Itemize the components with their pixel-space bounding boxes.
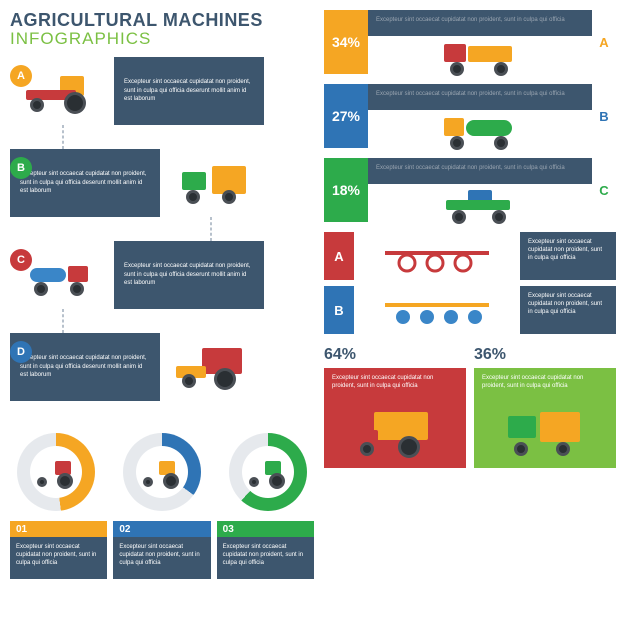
zigzag-row-a: Excepteur sint occaecat cupidatat non pr… xyxy=(10,57,264,125)
pct-letter: C xyxy=(592,158,616,222)
card-head: 01 xyxy=(10,521,107,537)
pct-row-a: 34% Excepteur sint occaecat cupidatat no… xyxy=(324,10,616,74)
connector xyxy=(62,309,64,333)
implement-row-b: B Excepteur sint occaecat cupidatat non … xyxy=(324,286,616,334)
connector xyxy=(210,217,212,241)
title: AGRICULTURAL MACHINES INFOGRAPHICS xyxy=(10,10,314,49)
pct-label: 27% xyxy=(324,84,368,148)
pct-row-b: 27% Excepteur sint occaecat cupidatat no… xyxy=(324,84,616,148)
left-column: AGRICULTURAL MACHINES INFOGRAPHICS Excep… xyxy=(0,0,320,626)
card-body: Excepteur sint occaecat cupidatat non pr… xyxy=(217,537,314,579)
donut-row xyxy=(10,433,314,511)
card-head: 02 xyxy=(113,521,210,537)
zigzag-row-b: Excepteur sint occaecat cupidatat non pr… xyxy=(10,149,264,217)
cultivator-icon xyxy=(354,286,520,334)
tanker-icon xyxy=(368,110,592,148)
card-01: 01 Excepteur sint occaecat cupidatat non… xyxy=(10,521,107,579)
impl-badge: A xyxy=(324,232,354,280)
zigzag-text-d: Excepteur sint occaecat cupidatat non pr… xyxy=(10,333,160,401)
cmp-text: Excepteur sint occaecat cupidatat non pr… xyxy=(474,368,616,396)
card-head: 03 xyxy=(217,521,314,537)
card-02: 02 Excepteur sint occaecat cupidatat non… xyxy=(113,521,210,579)
pct-label: 34% xyxy=(324,10,368,74)
pct-letter: B xyxy=(592,84,616,148)
cmp-pct: 64% xyxy=(324,346,466,364)
gauge-02 xyxy=(116,433,208,511)
zigzag-row-d: Excepteur sint occaecat cupidatat non pr… xyxy=(10,333,264,401)
donut-icon xyxy=(123,433,201,511)
cmp-text: Excepteur sint occaecat cupidatat non pr… xyxy=(324,368,466,396)
card-03: 03 Excepteur sint occaecat cupidatat non… xyxy=(217,521,314,579)
compare-row: 64% Excepteur sint occaecat cupidatat no… xyxy=(324,346,616,468)
loader-icon xyxy=(474,396,616,468)
plow-icon xyxy=(354,232,520,280)
title-line1: AGRICULTURAL MACHINES xyxy=(10,10,314,31)
numbered-cards: 01 Excepteur sint occaecat cupidatat non… xyxy=(10,521,314,579)
cmp-body: Excepteur sint occaecat cupidatat non pr… xyxy=(324,368,466,468)
badge-c: C xyxy=(10,249,32,271)
donut-icon xyxy=(17,433,95,511)
badge-a: A xyxy=(10,65,32,87)
compare-36: 36% Excepteur sint occaecat cupidatat no… xyxy=(474,346,616,468)
impl-badge: B xyxy=(324,286,354,334)
pct-letter: A xyxy=(592,10,616,74)
gauge-03 xyxy=(222,433,314,511)
zigzag-text-c: Excepteur sint occaecat cupidatat non pr… xyxy=(114,241,264,309)
badge-d: D xyxy=(10,341,32,363)
zigzag-text-a: Excepteur sint occaecat cupidatat non pr… xyxy=(114,57,264,125)
pickup-icon xyxy=(368,184,592,222)
zigzag-flow: Excepteur sint occaecat cupidatat non pr… xyxy=(10,57,314,427)
pct-row-c: 18% Excepteur sint occaecat cupidatat no… xyxy=(324,158,616,222)
cmp-body: Excepteur sint occaecat cupidatat non pr… xyxy=(474,368,616,468)
pct-text: Excepteur sint occaecat cupidatat non pr… xyxy=(368,158,592,184)
pct-label: 18% xyxy=(324,158,368,222)
implement-row-a: A Excepteur sint occaecat cupidatat non … xyxy=(324,232,616,280)
truck-icon xyxy=(368,36,592,74)
combine-icon xyxy=(160,333,264,401)
harvester-icon xyxy=(160,149,264,217)
cmp-pct: 36% xyxy=(474,346,616,364)
title-line2: INFOGRAPHICS xyxy=(10,29,314,49)
impl-text: Excepteur sint occaecat cupidatat non pr… xyxy=(520,286,616,334)
pct-text: Excepteur sint occaecat cupidatat non pr… xyxy=(368,84,592,110)
gauge-01 xyxy=(10,433,102,511)
combine-icon xyxy=(324,396,466,468)
card-body: Excepteur sint occaecat cupidatat non pr… xyxy=(113,537,210,579)
card-body: Excepteur sint occaecat cupidatat non pr… xyxy=(10,537,107,579)
connector xyxy=(62,125,64,149)
badge-b: B xyxy=(10,157,32,179)
zigzag-row-c: Excepteur sint occaecat cupidatat non pr… xyxy=(10,241,264,309)
impl-text: Excepteur sint occaecat cupidatat non pr… xyxy=(520,232,616,280)
right-column: 34% Excepteur sint occaecat cupidatat no… xyxy=(320,0,626,626)
compare-64: 64% Excepteur sint occaecat cupidatat no… xyxy=(324,346,466,468)
zigzag-text-b: Excepteur sint occaecat cupidatat non pr… xyxy=(10,149,160,217)
pct-text: Excepteur sint occaecat cupidatat non pr… xyxy=(368,10,592,36)
donut-icon xyxy=(229,433,307,511)
infographic-root: AGRICULTURAL MACHINES INFOGRAPHICS Excep… xyxy=(0,0,626,626)
